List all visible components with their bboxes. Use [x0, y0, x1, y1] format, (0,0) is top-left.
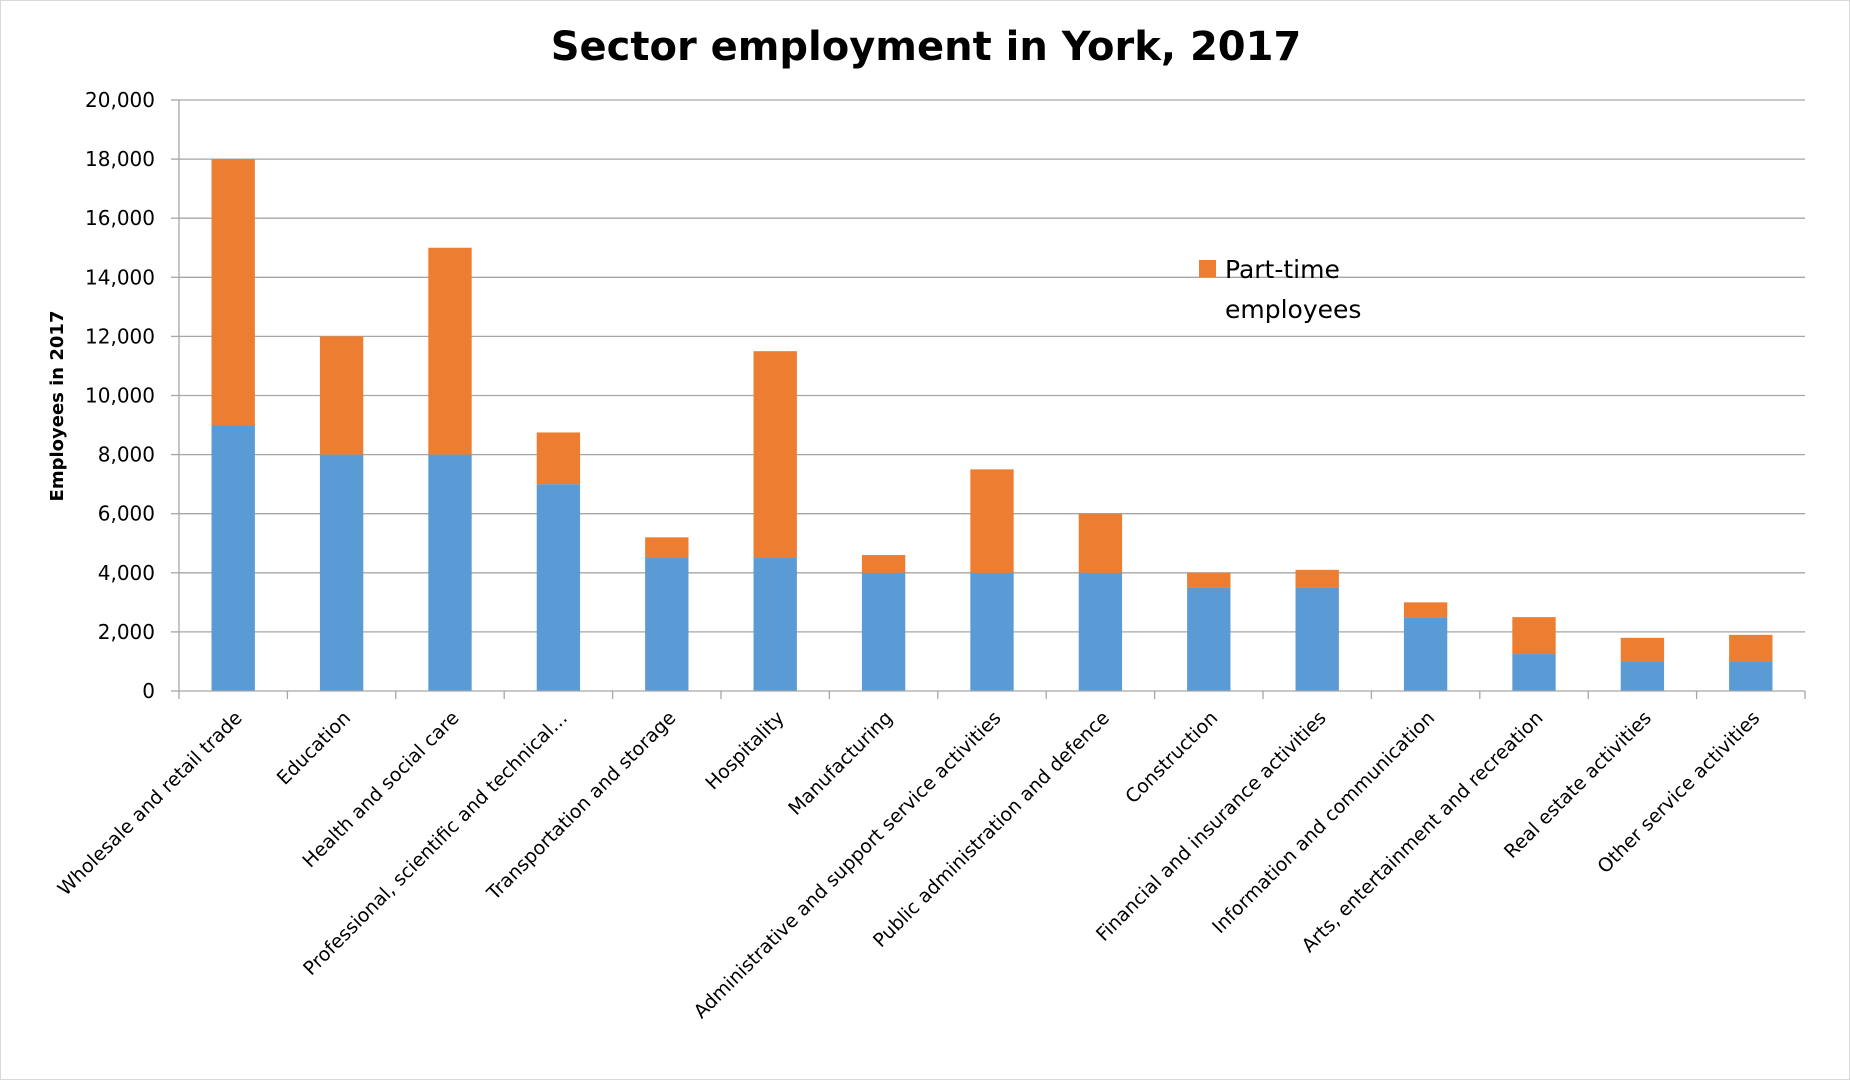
bar-segment-series-1-category-4 — [645, 537, 689, 559]
bar-segment-series-0-category-7 — [970, 572, 1014, 691]
bar-segment-series-0-category-2 — [428, 454, 472, 691]
y-tick-label: 16,000 — [85, 206, 155, 230]
bar-segment-series-0-category-11 — [1403, 617, 1448, 691]
bar-segment-series-1-category-6 — [861, 555, 906, 573]
bar-segment-series-0-category-14 — [1729, 661, 1773, 691]
category-label: Financial and insurance activities — [1092, 707, 1331, 946]
category-label: Hospitality — [701, 707, 788, 794]
y-tick-label: 10,000 — [85, 384, 155, 408]
category-label: Arts, entertainment and recreation — [1298, 707, 1548, 957]
y-tick-label: 0 — [142, 679, 155, 703]
bar-segment-series-1-category-7 — [970, 469, 1014, 573]
bar-segment-series-0-category-4 — [645, 558, 689, 691]
y-tick-label: 14,000 — [85, 265, 155, 289]
legend: Part-time employees — [1199, 255, 1361, 324]
bar-segment-series-0-category-8 — [1078, 572, 1123, 691]
bar-segment-series-1-category-0 — [211, 159, 255, 426]
bar-segment-series-0-category-5 — [753, 558, 797, 691]
y-tick-label: 2,000 — [98, 620, 155, 644]
bar-segment-series-0-category-1 — [319, 454, 364, 691]
y-tick-label: 12,000 — [85, 324, 155, 348]
y-axis-title: Employees in 2017 — [47, 311, 68, 502]
legend-label-part-time: Part-time employees — [1225, 255, 1361, 324]
bar-segment-series-0-category-6 — [861, 572, 906, 691]
chart-title: Sector employment in York, 2017 — [551, 24, 1302, 70]
bar-segment-series-0-category-0 — [211, 425, 255, 691]
bar-segment-series-0-category-12 — [1512, 654, 1556, 691]
bar-segment-series-1-category-2 — [428, 247, 472, 455]
bar-segment-series-1-category-8 — [1078, 513, 1123, 573]
bar-segment-series-0-category-3 — [536, 484, 581, 691]
bar-segment-series-0-category-10 — [1295, 587, 1339, 691]
bar-segment-series-0-category-9 — [1187, 587, 1231, 691]
category-label: Public administration and defence — [869, 707, 1114, 952]
bars — [211, 159, 1773, 691]
bar-segment-series-1-category-9 — [1187, 572, 1231, 588]
legend-swatch-part-time — [1199, 260, 1216, 277]
y-tick-label: 20,000 — [85, 88, 155, 112]
category-label: Wholesale and retail trade — [54, 707, 247, 900]
category-labels: Wholesale and retail trade EducationHealt… — [54, 707, 1765, 1023]
bar-segment-series-1-category-5 — [753, 351, 797, 559]
bar-segment-series-1-category-10 — [1295, 569, 1339, 588]
y-tick-label: 18,000 — [85, 147, 155, 171]
axes — [171, 99, 1806, 699]
bar-segment-series-1-category-12 — [1512, 617, 1556, 655]
y-tick-label: 4,000 — [98, 561, 155, 585]
category-label: Transportation and storage — [482, 707, 680, 905]
y-tick-labels: 0 2,000 4,000 6,000 8,000 10,000 12,000 14,000 1… — [85, 88, 155, 703]
category-label: Education — [273, 707, 355, 789]
category-label: Construction — [1121, 707, 1222, 808]
bar-segment-series-1-category-13 — [1620, 637, 1665, 662]
bar-segment-series-1-category-1 — [319, 336, 364, 455]
legend-label-line: employees — [1225, 295, 1361, 324]
bar-segment-series-1-category-11 — [1403, 602, 1448, 618]
category-label: Manufacturing — [784, 707, 897, 820]
bar-segment-series-1-category-3 — [536, 432, 581, 485]
bar-segment-series-0-category-13 — [1620, 661, 1665, 691]
bar-segment-series-1-category-14 — [1729, 634, 1773, 662]
category-label: Information and communication — [1208, 707, 1439, 938]
y-tick-label: 8,000 — [98, 443, 155, 467]
y-tick-label: 6,000 — [98, 502, 155, 526]
legend-label-line: Part-time — [1225, 255, 1340, 284]
